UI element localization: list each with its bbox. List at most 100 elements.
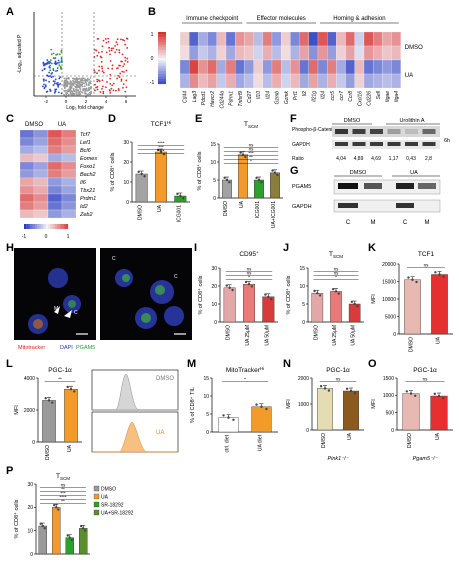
significance-label: ns — [423, 377, 429, 382]
western-g-row1: PGAM5 — [292, 184, 311, 190]
western-f-ratio: 1,17 — [389, 156, 399, 162]
volcano-point — [101, 45, 104, 48]
volcano-point — [102, 92, 105, 95]
chart-ytick: 0 — [30, 552, 33, 558]
heatmap-c-cell — [61, 201, 77, 211]
volcano-point — [58, 61, 61, 64]
label-B: B — [148, 6, 156, 18]
volcano-point — [125, 79, 128, 82]
legend-label: DMSO — [101, 487, 116, 493]
chart-ylabel: % of CD8⁺ cells — [196, 151, 203, 190]
western-f-band — [387, 142, 401, 146]
heatmap-b-col-label: Cd27 — [247, 91, 253, 103]
heatmap-b-cell — [235, 45, 245, 61]
heatmap-b-cell — [179, 45, 190, 61]
data-point — [80, 524, 83, 528]
volcano-point — [60, 57, 63, 60]
legend-dapi: DAPI — [60, 345, 73, 351]
volcano-point — [125, 86, 128, 89]
significance-label: * — [248, 275, 250, 280]
volcano-point — [57, 61, 59, 64]
chart-ytick: 10 — [210, 160, 216, 166]
volcano-point — [58, 77, 61, 80]
heatmap-b-cell — [262, 59, 273, 75]
heatmap-b-cell — [207, 73, 217, 89]
volcano-point — [72, 89, 75, 91]
volcano-point — [45, 62, 48, 65]
volcano-point — [121, 53, 124, 56]
heatmap-b-col-label: Tnfsrf9 — [238, 91, 244, 107]
significance-label: ns — [336, 377, 342, 382]
volcano-point — [54, 88, 57, 91]
heatmap-c-cell — [19, 201, 35, 211]
volcano-point — [56, 69, 59, 72]
volcano-point — [51, 71, 54, 74]
heatmap-b-col-label: Gzmk — [284, 91, 290, 105]
western-f-row2: GAPDH — [292, 142, 310, 148]
volcano-point — [63, 90, 66, 93]
volcano-point — [76, 93, 78, 96]
bar — [218, 417, 239, 433]
bar — [64, 389, 78, 443]
chart-title: TSCM — [329, 251, 343, 259]
volcano-point — [72, 87, 75, 90]
western-f-band — [335, 142, 348, 146]
significance-label: ns — [61, 483, 67, 488]
heatmap-b-row-label: DMSO — [405, 45, 423, 51]
label-D: D — [108, 113, 116, 125]
bar — [42, 400, 56, 443]
heatmap-c-cell — [33, 153, 49, 163]
volcano-point — [58, 53, 61, 56]
volcano-point — [100, 60, 103, 63]
western-f-band — [335, 129, 348, 134]
heatmap-b-cell — [271, 59, 282, 75]
bar — [269, 172, 280, 199]
western-f-dmso: DMSO — [344, 118, 361, 124]
volcano-point — [95, 49, 98, 52]
volcano-point — [65, 93, 68, 96]
volcano-point — [89, 77, 92, 79]
volcano-point — [107, 67, 110, 70]
volcano-point — [94, 89, 96, 92]
heatmap-b-cell — [253, 45, 263, 61]
data-point — [438, 273, 441, 276]
heatmap-b-cell — [179, 31, 190, 47]
heatmap-c-cell — [61, 169, 77, 179]
heatmap-b-col-label: Cxcl16 — [357, 91, 363, 107]
hist-dmso: DMSO — [156, 376, 174, 382]
volcano-point — [85, 82, 88, 85]
volcano-point — [84, 91, 86, 94]
volcano-point — [60, 49, 63, 52]
significance-label: ns — [334, 271, 340, 276]
chart-ytick: 20 — [123, 160, 129, 166]
volcano-point — [55, 53, 58, 56]
chart-xtick: DMSO — [45, 445, 51, 460]
heatmap-b-cell — [290, 59, 300, 75]
heatmap-b-cell — [216, 59, 227, 75]
heatmap-b-group: Effector molecules — [257, 16, 306, 22]
western-f-ratio: 0,43 — [406, 156, 416, 162]
volcano-point — [108, 46, 110, 49]
volcano-point — [59, 83, 62, 85]
label-O: O — [368, 358, 377, 370]
heatmap-b-col-label: Havcr2 — [210, 91, 216, 107]
chart-ylabel: MFI — [14, 405, 20, 415]
volcano-point — [48, 71, 51, 74]
legend-swatch — [93, 501, 100, 508]
heatmap-b-cell — [354, 31, 365, 47]
chart-panel-e: TSCM 0 5 10 15 % of CD8⁺ cells DMSO UA ICG001 UA+… — [196, 121, 283, 228]
heatmap-b-cell — [308, 45, 319, 61]
chart-title: CD95+ — [239, 250, 259, 258]
heatmap-b-cell — [317, 31, 328, 47]
data-point — [323, 387, 327, 390]
volcano-point — [58, 64, 61, 67]
heatmap-b-cell — [244, 73, 254, 89]
chart-title: PGC-1α — [326, 367, 350, 374]
heatmap-c-cell — [47, 137, 63, 147]
data-point — [349, 389, 353, 393]
heatmap-c-cell — [33, 137, 49, 147]
heatmap-b-cell — [281, 59, 291, 75]
heatmap-b-cell — [373, 73, 383, 89]
heatmap-b-cell — [354, 59, 365, 75]
